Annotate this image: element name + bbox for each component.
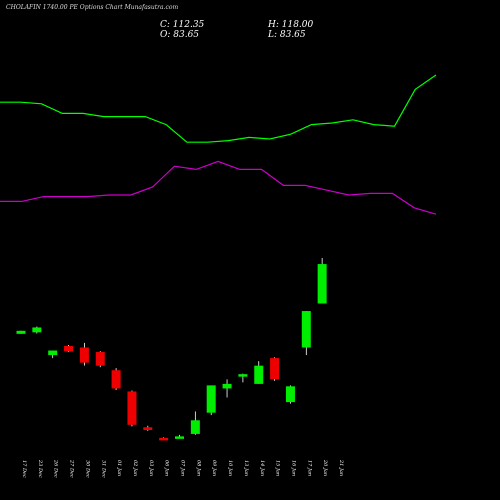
candle-15-jan	[270, 357, 280, 381]
x-tick-label: 13 Jan	[243, 460, 249, 476]
open-value: O: 83.65	[160, 30, 200, 40]
candle-body	[111, 370, 121, 389]
candle-body	[175, 436, 184, 439]
x-tick-label: 14 Jan	[259, 460, 265, 476]
candle-body	[16, 330, 26, 334]
x-tick-label: 09 Jan	[211, 460, 217, 476]
candle-body	[64, 345, 74, 352]
candle-30-dec	[79, 342, 89, 366]
x-tick-label: 17 Jan	[306, 460, 312, 476]
candle-13-jan	[238, 373, 248, 383]
candle-body	[79, 347, 89, 363]
candle-16-jan	[285, 385, 295, 404]
x-tick-label: 07 Jan	[180, 460, 186, 476]
candle-23-dec	[32, 326, 42, 334]
candle-08-jan	[190, 411, 200, 435]
candle-03-jan	[143, 425, 153, 431]
candle-body	[95, 352, 105, 366]
candle-body	[270, 358, 280, 380]
x-tick-label: 21 Jan	[338, 459, 344, 476]
indicator-line-0	[0, 74, 437, 143]
close-value: C: 112.35	[160, 20, 205, 30]
candle-26-dec	[48, 350, 58, 359]
x-tick-label: 01 Jan	[116, 460, 122, 476]
candle-31-dec	[95, 351, 105, 368]
candle-06-jan	[159, 437, 169, 441]
candle-27-dec	[64, 345, 74, 353]
x-tick-label: 16 Jan	[290, 460, 296, 476]
x-tick-label: 15 Jan	[275, 460, 281, 476]
candle-09-jan	[206, 385, 216, 416]
candle-body	[285, 386, 295, 403]
x-tick-label: 08 Jan	[195, 460, 201, 476]
candle-body	[159, 437, 169, 441]
x-tick-label: 20 Jan	[322, 459, 328, 476]
x-tick-label: 30 Dec	[84, 460, 90, 478]
candle-body	[190, 420, 200, 434]
low-value: L: 83.65	[268, 30, 306, 40]
x-tick-label: 23 Dec	[37, 459, 43, 478]
candle-10-jan	[222, 379, 232, 398]
candle-17-dec	[16, 330, 26, 334]
candle-body	[254, 365, 264, 384]
indicator-lines	[0, 74, 437, 215]
x-tick-label: 06 Jan	[164, 460, 170, 476]
candle-body	[32, 327, 42, 333]
candle-body	[301, 311, 311, 348]
candle-07-jan	[175, 434, 184, 439]
indicator-line-1	[0, 160, 437, 215]
chart-title: CHOLAFIN 1740.00 PE Options Chart Munafa…	[6, 4, 179, 11]
candle-body	[222, 383, 232, 389]
candle-20-jan	[317, 258, 327, 304]
candle-body	[206, 385, 216, 413]
x-tick-label: 26 Dec	[53, 459, 59, 478]
candle-14-jan	[254, 361, 264, 384]
candle-17-jan	[301, 311, 311, 356]
candle-body	[238, 374, 248, 377]
candle-01-jan	[111, 368, 121, 390]
x-tick-label: 03 Jan	[148, 460, 154, 476]
x-tick-label: 31 Dec	[100, 460, 106, 478]
x-tick-label: 17 Dec	[21, 460, 27, 478]
x-axis-labels: 17 Dec 23 Dec 26 Dec 27 Dec 30 Dec 31 Dec 01 J…	[21, 459, 344, 478]
x-tick-label: 02 Jan	[132, 460, 138, 476]
candle-body	[317, 264, 327, 304]
candle-body	[127, 391, 137, 425]
x-tick-label: 27 Dec	[69, 459, 75, 478]
candles	[16, 258, 327, 441]
x-tick-label: 10 Jan	[227, 460, 233, 476]
candle-02-jan	[127, 390, 137, 427]
high-value: H: 118.00	[268, 20, 314, 30]
candle-body	[48, 350, 58, 356]
candle-body	[143, 427, 153, 430]
